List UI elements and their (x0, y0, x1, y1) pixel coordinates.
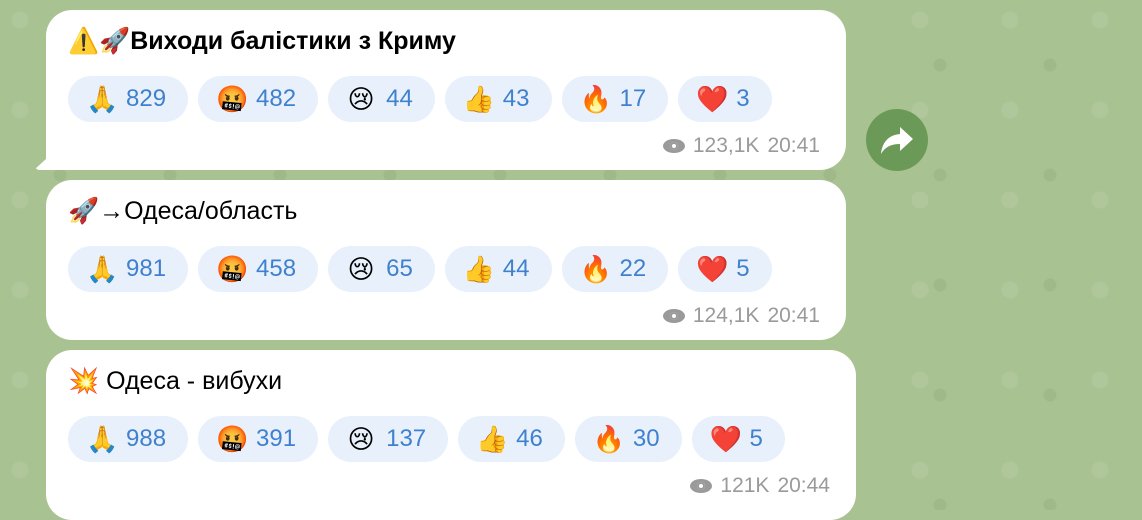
reaction-button[interactable]: 😢 44 (328, 76, 435, 122)
reaction-emoji-icon: 👍 (462, 84, 496, 114)
reaction-count: 829 (126, 85, 167, 112)
reaction-count: 17 (619, 85, 647, 112)
reaction-button[interactable]: 😢 65 (328, 246, 435, 292)
reaction-button[interactable]: 🤬 458 (198, 246, 319, 292)
reaction-emoji-icon: 🔥 (592, 424, 626, 454)
reaction-emoji-icon: ❤️ (709, 424, 742, 454)
reaction-emoji-icon: 🔥 (579, 84, 612, 114)
reaction-count: 458 (256, 255, 297, 282)
reaction-count: 3 (736, 85, 750, 112)
reaction-button[interactable]: ❤️ 5 (691, 416, 785, 462)
eye-icon (662, 139, 685, 153)
view-count: 123,1K (692, 134, 760, 157)
reaction-count: 5 (736, 255, 750, 282)
reaction-count: 46 (516, 425, 543, 452)
reaction-emoji-icon: ❤️ (696, 84, 729, 114)
reaction-count: 482 (256, 85, 297, 112)
view-count: 121K (720, 474, 770, 497)
reaction-button[interactable]: 🔥 30 (574, 416, 682, 462)
reactions-row: 🙏 988 🤬 391 😢 137 👍 46 🔥 30 ❤️ 5 (68, 416, 834, 462)
reaction-emoji-icon: 🙏 (86, 84, 119, 114)
reaction-emoji-icon: 🙏 (86, 424, 119, 454)
reaction-count: 65 (386, 255, 413, 282)
reaction-count: 988 (126, 425, 167, 452)
message-time: 20:41 (767, 134, 820, 157)
reaction-emoji-icon: ❤️ (696, 254, 729, 284)
view-count: 124,1K (692, 304, 760, 327)
message-meta: 121K 20:44 (690, 474, 830, 498)
reaction-count: 137 (386, 425, 427, 452)
reaction-count: 44 (502, 255, 530, 282)
reaction-button[interactable]: 🙏 981 (68, 246, 189, 292)
reaction-button[interactable]: 🙏 988 (68, 416, 189, 462)
reaction-emoji-icon: 👍 (476, 424, 509, 454)
reaction-count: 43 (502, 85, 530, 112)
eye-icon (690, 479, 713, 493)
reaction-button[interactable]: 👍 43 (444, 76, 552, 122)
message-time: 20:44 (777, 474, 830, 497)
eye-icon (662, 309, 685, 323)
reaction-button[interactable]: ❤️ 3 (678, 76, 772, 122)
message-bubble: 💥 Одеса - вибухи 🙏 988 🤬 391 😢 137 👍 46 🔥 30 ❤️ 5 121… (46, 350, 856, 520)
reaction-emoji-icon: 🤬 (216, 84, 249, 114)
forward-arrow-icon (881, 127, 913, 154)
reaction-button[interactable]: 🤬 391 (198, 416, 319, 462)
message-time: 20:41 (767, 304, 820, 327)
reaction-emoji-icon: 👍 (462, 254, 496, 284)
reactions-row: 🙏 829 🤬 482 😢 44 👍 43 🔥 17 ❤️ 3 (68, 76, 824, 122)
reaction-button[interactable]: 🤬 482 (198, 76, 319, 122)
message-bubble: 🚀→Одеса/область 🙏 981 🤬 458 😢 65 👍 44 🔥 22 ❤️ 5 124,1… (46, 180, 846, 340)
reaction-button[interactable]: 🔥 22 (561, 246, 669, 292)
reaction-button[interactable]: 👍 44 (444, 246, 552, 292)
message-meta: 123,1K 20:41 (662, 134, 820, 158)
message-text: 💥 Одеса - вибухи (68, 367, 283, 395)
reaction-emoji-icon: 🔥 (579, 254, 612, 284)
reaction-count: 44 (386, 85, 413, 112)
reaction-emoji-icon: 🙏 (86, 254, 119, 284)
reaction-button[interactable]: 👍 46 (458, 416, 565, 462)
reaction-emoji-icon: 😢 (347, 254, 375, 284)
reaction-emoji-icon: 😢 (347, 84, 375, 114)
message-bubble: ⚠️🚀Виходи балістики з Криму 🙏 829 🤬 482 😢 44 👍 4… (34, 10, 846, 170)
reaction-count: 981 (126, 255, 167, 282)
message-text: ⚠️🚀Виходи балістики з Криму (68, 27, 456, 55)
reactions-row: 🙏 981 🤬 458 😢 65 👍 44 🔥 22 ❤️ 5 (68, 246, 824, 292)
reaction-count: 391 (256, 425, 297, 452)
reaction-count: 5 (749, 425, 763, 452)
reaction-button[interactable]: ❤️ 5 (678, 246, 772, 292)
message-meta: 124,1K 20:41 (662, 304, 820, 328)
reaction-count: 22 (619, 255, 647, 282)
reaction-emoji-icon: 🤬 (216, 254, 249, 284)
forward-button[interactable] (866, 109, 928, 171)
reaction-emoji-icon: 🤬 (216, 424, 249, 454)
reaction-emoji-icon: 😢 (347, 424, 375, 454)
reaction-button[interactable]: 😢 137 (328, 416, 449, 462)
reaction-button[interactable]: 🔥 17 (561, 76, 669, 122)
reaction-button[interactable]: 🙏 829 (68, 76, 189, 122)
reaction-count: 30 (632, 425, 660, 452)
message-text: 🚀→Одеса/область (68, 197, 298, 225)
